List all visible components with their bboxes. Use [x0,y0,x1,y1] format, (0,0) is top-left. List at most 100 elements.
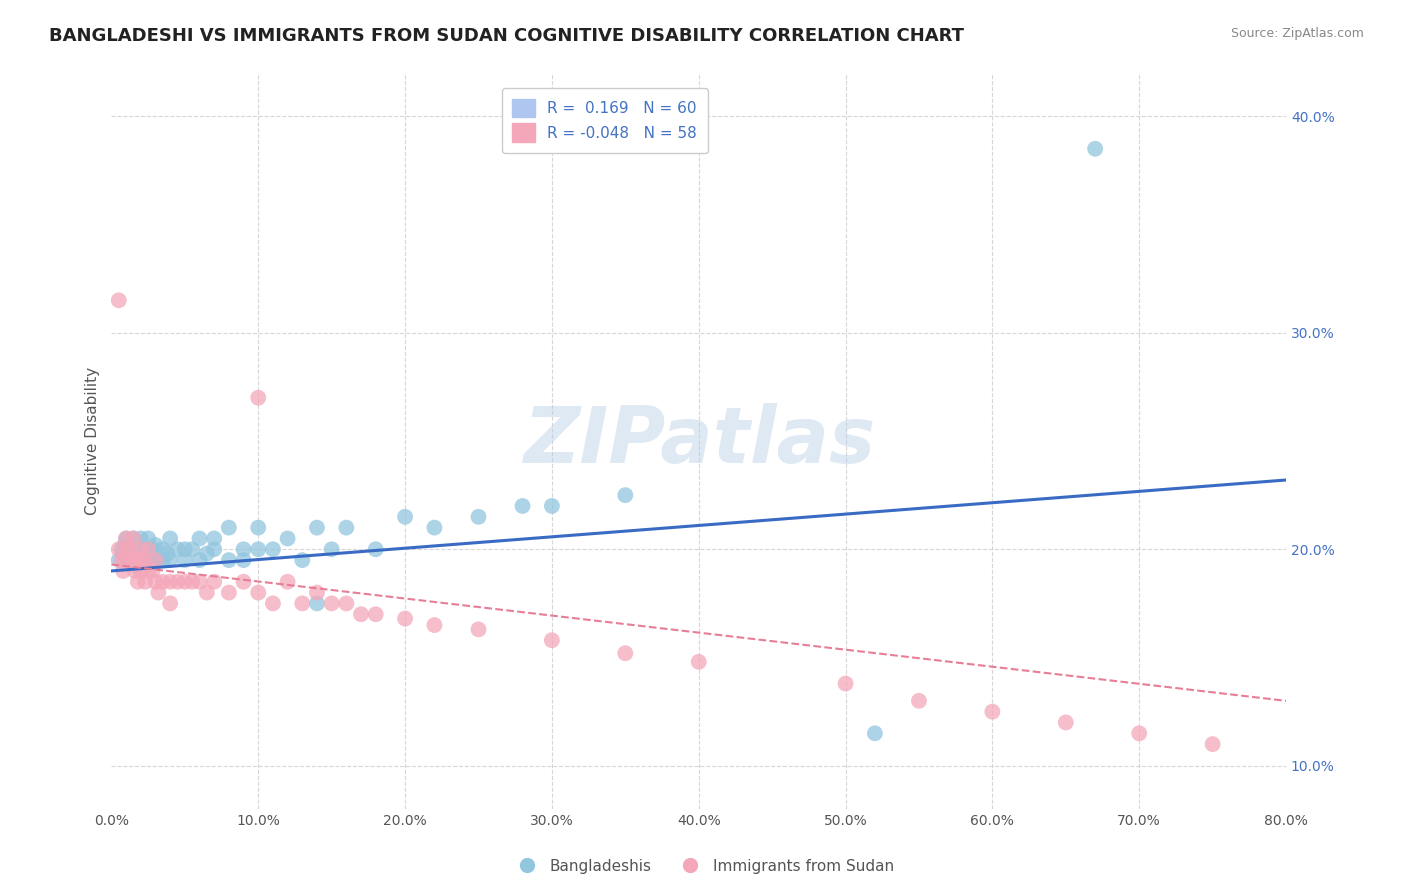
Point [129,564,152,578]
Point [321,596,343,610]
Point [195,547,218,561]
Point [321,542,343,557]
Y-axis label: Cognitive Disability: Cognitive Disability [86,367,100,515]
Point [159,553,181,567]
Point [115,532,138,546]
Point [863,726,886,740]
Point [277,532,299,546]
Point [159,532,181,546]
Text: ZIPatlas: ZIPatlas [523,403,875,479]
Point [159,596,181,610]
Point [247,391,270,405]
Point [350,607,373,622]
Point [202,532,225,546]
Point [114,538,136,552]
Point [134,574,156,589]
Point [124,564,146,578]
Point [262,542,284,557]
Point [305,521,328,535]
Text: Source: ZipAtlas.com: Source: ZipAtlas.com [1230,27,1364,40]
Point [132,542,155,557]
Point [423,618,446,632]
Point [181,542,204,557]
Legend: Bangladeshis, Immigrants from Sudan: Bangladeshis, Immigrants from Sudan [506,853,900,880]
Point [1201,737,1223,751]
Point [218,585,240,599]
Point [394,611,416,625]
Point [188,532,211,546]
Point [188,553,211,567]
Point [166,542,188,557]
Point [232,553,254,567]
Point [111,542,134,557]
Legend: R =  0.169   N = 60, R = -0.048   N = 58: R = 0.169 N = 60, R = -0.048 N = 58 [502,88,707,153]
Point [512,499,534,513]
Point [107,553,129,567]
Point [112,564,135,578]
Point [305,596,328,610]
Point [127,574,149,589]
Point [122,553,145,567]
Point [277,574,299,589]
Point [152,542,174,557]
Point [156,547,179,561]
Point [467,509,489,524]
Point [1084,142,1107,156]
Point [1054,715,1077,730]
Point [122,532,145,546]
Point [107,293,129,308]
Point [115,542,138,557]
Point [166,574,188,589]
Point [145,574,167,589]
Point [136,542,159,557]
Point [145,553,167,567]
Point [120,542,142,557]
Point [122,532,145,546]
Point [614,488,637,502]
Point [262,596,284,610]
Point [688,655,710,669]
Point [129,532,152,546]
Point [141,542,163,557]
Point [132,553,155,567]
Point [364,542,387,557]
Point [202,574,225,589]
Point [218,521,240,535]
Point [129,542,152,557]
Point [188,574,211,589]
Point [218,553,240,567]
Point [118,553,141,567]
Point [467,623,489,637]
Point [129,553,152,567]
Point [394,509,416,524]
Point [127,547,149,561]
Point [1128,726,1150,740]
Point [132,553,155,567]
Point [202,542,225,557]
Point [423,521,446,535]
Point [181,574,204,589]
Point [115,553,138,567]
Point [127,559,149,574]
Point [541,633,564,648]
Point [173,542,195,557]
Point [364,607,387,622]
Point [247,521,270,535]
Point [247,542,270,557]
Point [908,694,931,708]
Point [141,564,163,578]
Point [173,574,195,589]
Point [129,542,152,557]
Point [173,553,195,567]
Point [118,553,141,567]
Point [614,646,637,660]
Point [335,596,357,610]
Point [112,547,135,561]
Point [291,553,314,567]
Point [122,553,145,567]
Point [305,585,328,599]
Point [152,574,174,589]
Point [145,553,167,567]
Point [148,585,170,599]
Point [127,553,149,567]
